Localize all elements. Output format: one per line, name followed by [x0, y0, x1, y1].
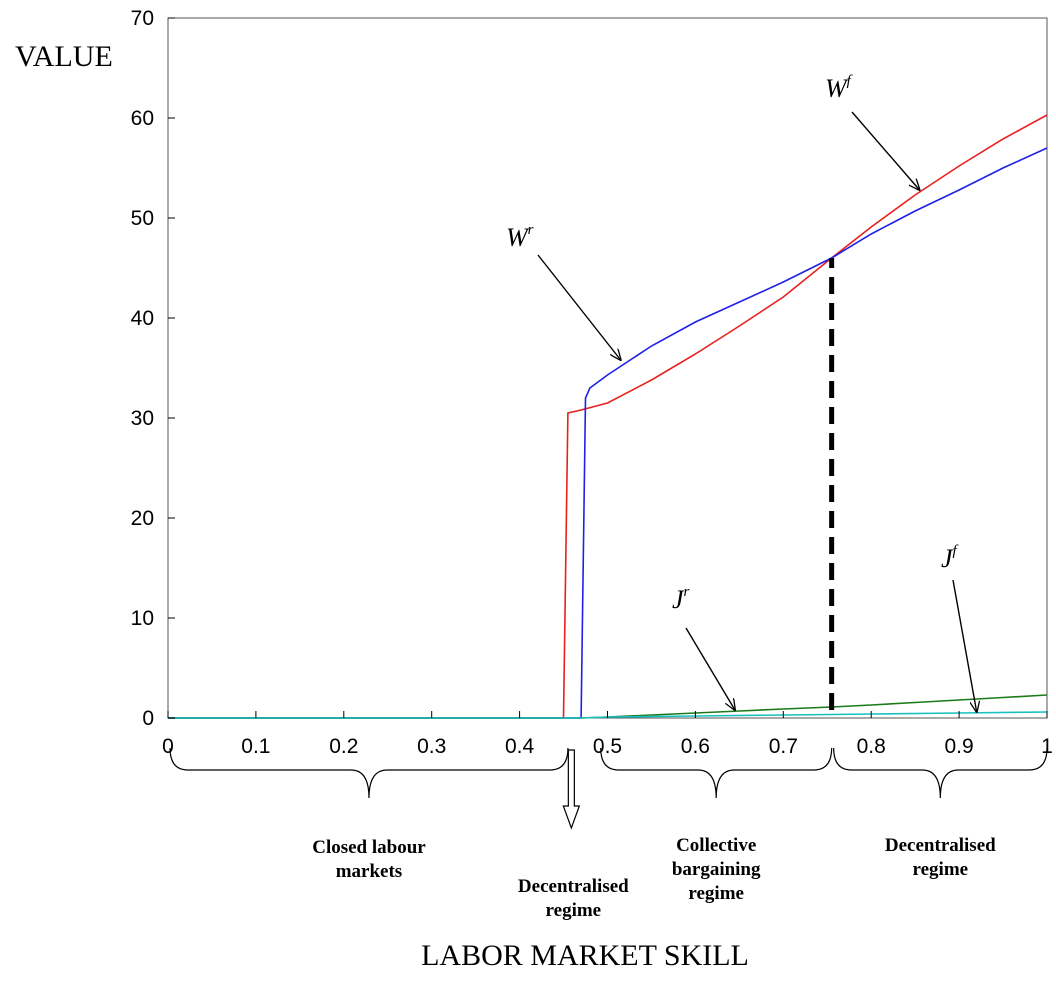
x-tick-label: 0.3	[417, 735, 446, 758]
regime-label-collective: Collective bargaining regime	[672, 835, 761, 904]
x-tick-label: 0.7	[769, 735, 798, 758]
y-tick-label: 70	[131, 7, 154, 30]
y-axis-title: VALUE	[15, 40, 113, 73]
x-tick-label: 0.8	[857, 735, 886, 758]
regime-label-closed: Closed labour markets	[312, 837, 426, 882]
x-tick-label: 0.9	[944, 735, 973, 758]
x-tick-label: 0.6	[681, 735, 710, 758]
y-tick-label: 10	[131, 607, 154, 630]
regime-label-layer: Closed labour markets Decentralised regime C…	[312, 835, 996, 921]
y-tick-label: 0	[142, 707, 154, 730]
arrow-wr	[537, 254, 621, 360]
y-tick-label: 60	[131, 107, 154, 130]
regime-arrow-dec1	[562, 749, 581, 830]
arrow-jr	[685, 627, 735, 710]
y-tick-label: 20	[131, 507, 154, 530]
x-tick-label: 1	[1041, 735, 1053, 758]
x-tick-label: 0.5	[593, 735, 622, 758]
y-tick-label: 30	[131, 407, 154, 430]
regime-brace-collective	[600, 747, 833, 799]
x-tick-label: 0.2	[329, 735, 358, 758]
regime-brace-closed	[169, 747, 569, 799]
x-tick-layer: 0 0.1 0.2 0.3 0.4 0.5 0.6 0.7 0.8 0.9 1	[162, 711, 1053, 758]
regime-brace-layer	[169, 747, 1048, 830]
y-tick-label: 50	[131, 207, 154, 230]
regime-label-dec2: Decentralised regime	[885, 835, 996, 880]
series-line-1	[168, 147, 1048, 719]
arrow-jf	[952, 579, 977, 712]
x-axis-title: LABOR MARKET SKILL	[421, 939, 749, 972]
y-tick-label: 40	[131, 307, 154, 330]
regime-brace-dec2	[833, 747, 1048, 799]
series-line-0	[168, 114, 1048, 719]
y-tick-layer: 0 10 20 30 40 50 60 70	[131, 7, 175, 730]
arrow-wf	[851, 111, 920, 190]
plot-area-frame	[167, 17, 1048, 719]
regime-label-dec1: Decentralised regime	[518, 876, 629, 921]
x-tick-label: 0.4	[505, 735, 535, 758]
x-tick-label: 0.1	[241, 735, 270, 758]
x-tick-label: 0	[162, 735, 174, 758]
